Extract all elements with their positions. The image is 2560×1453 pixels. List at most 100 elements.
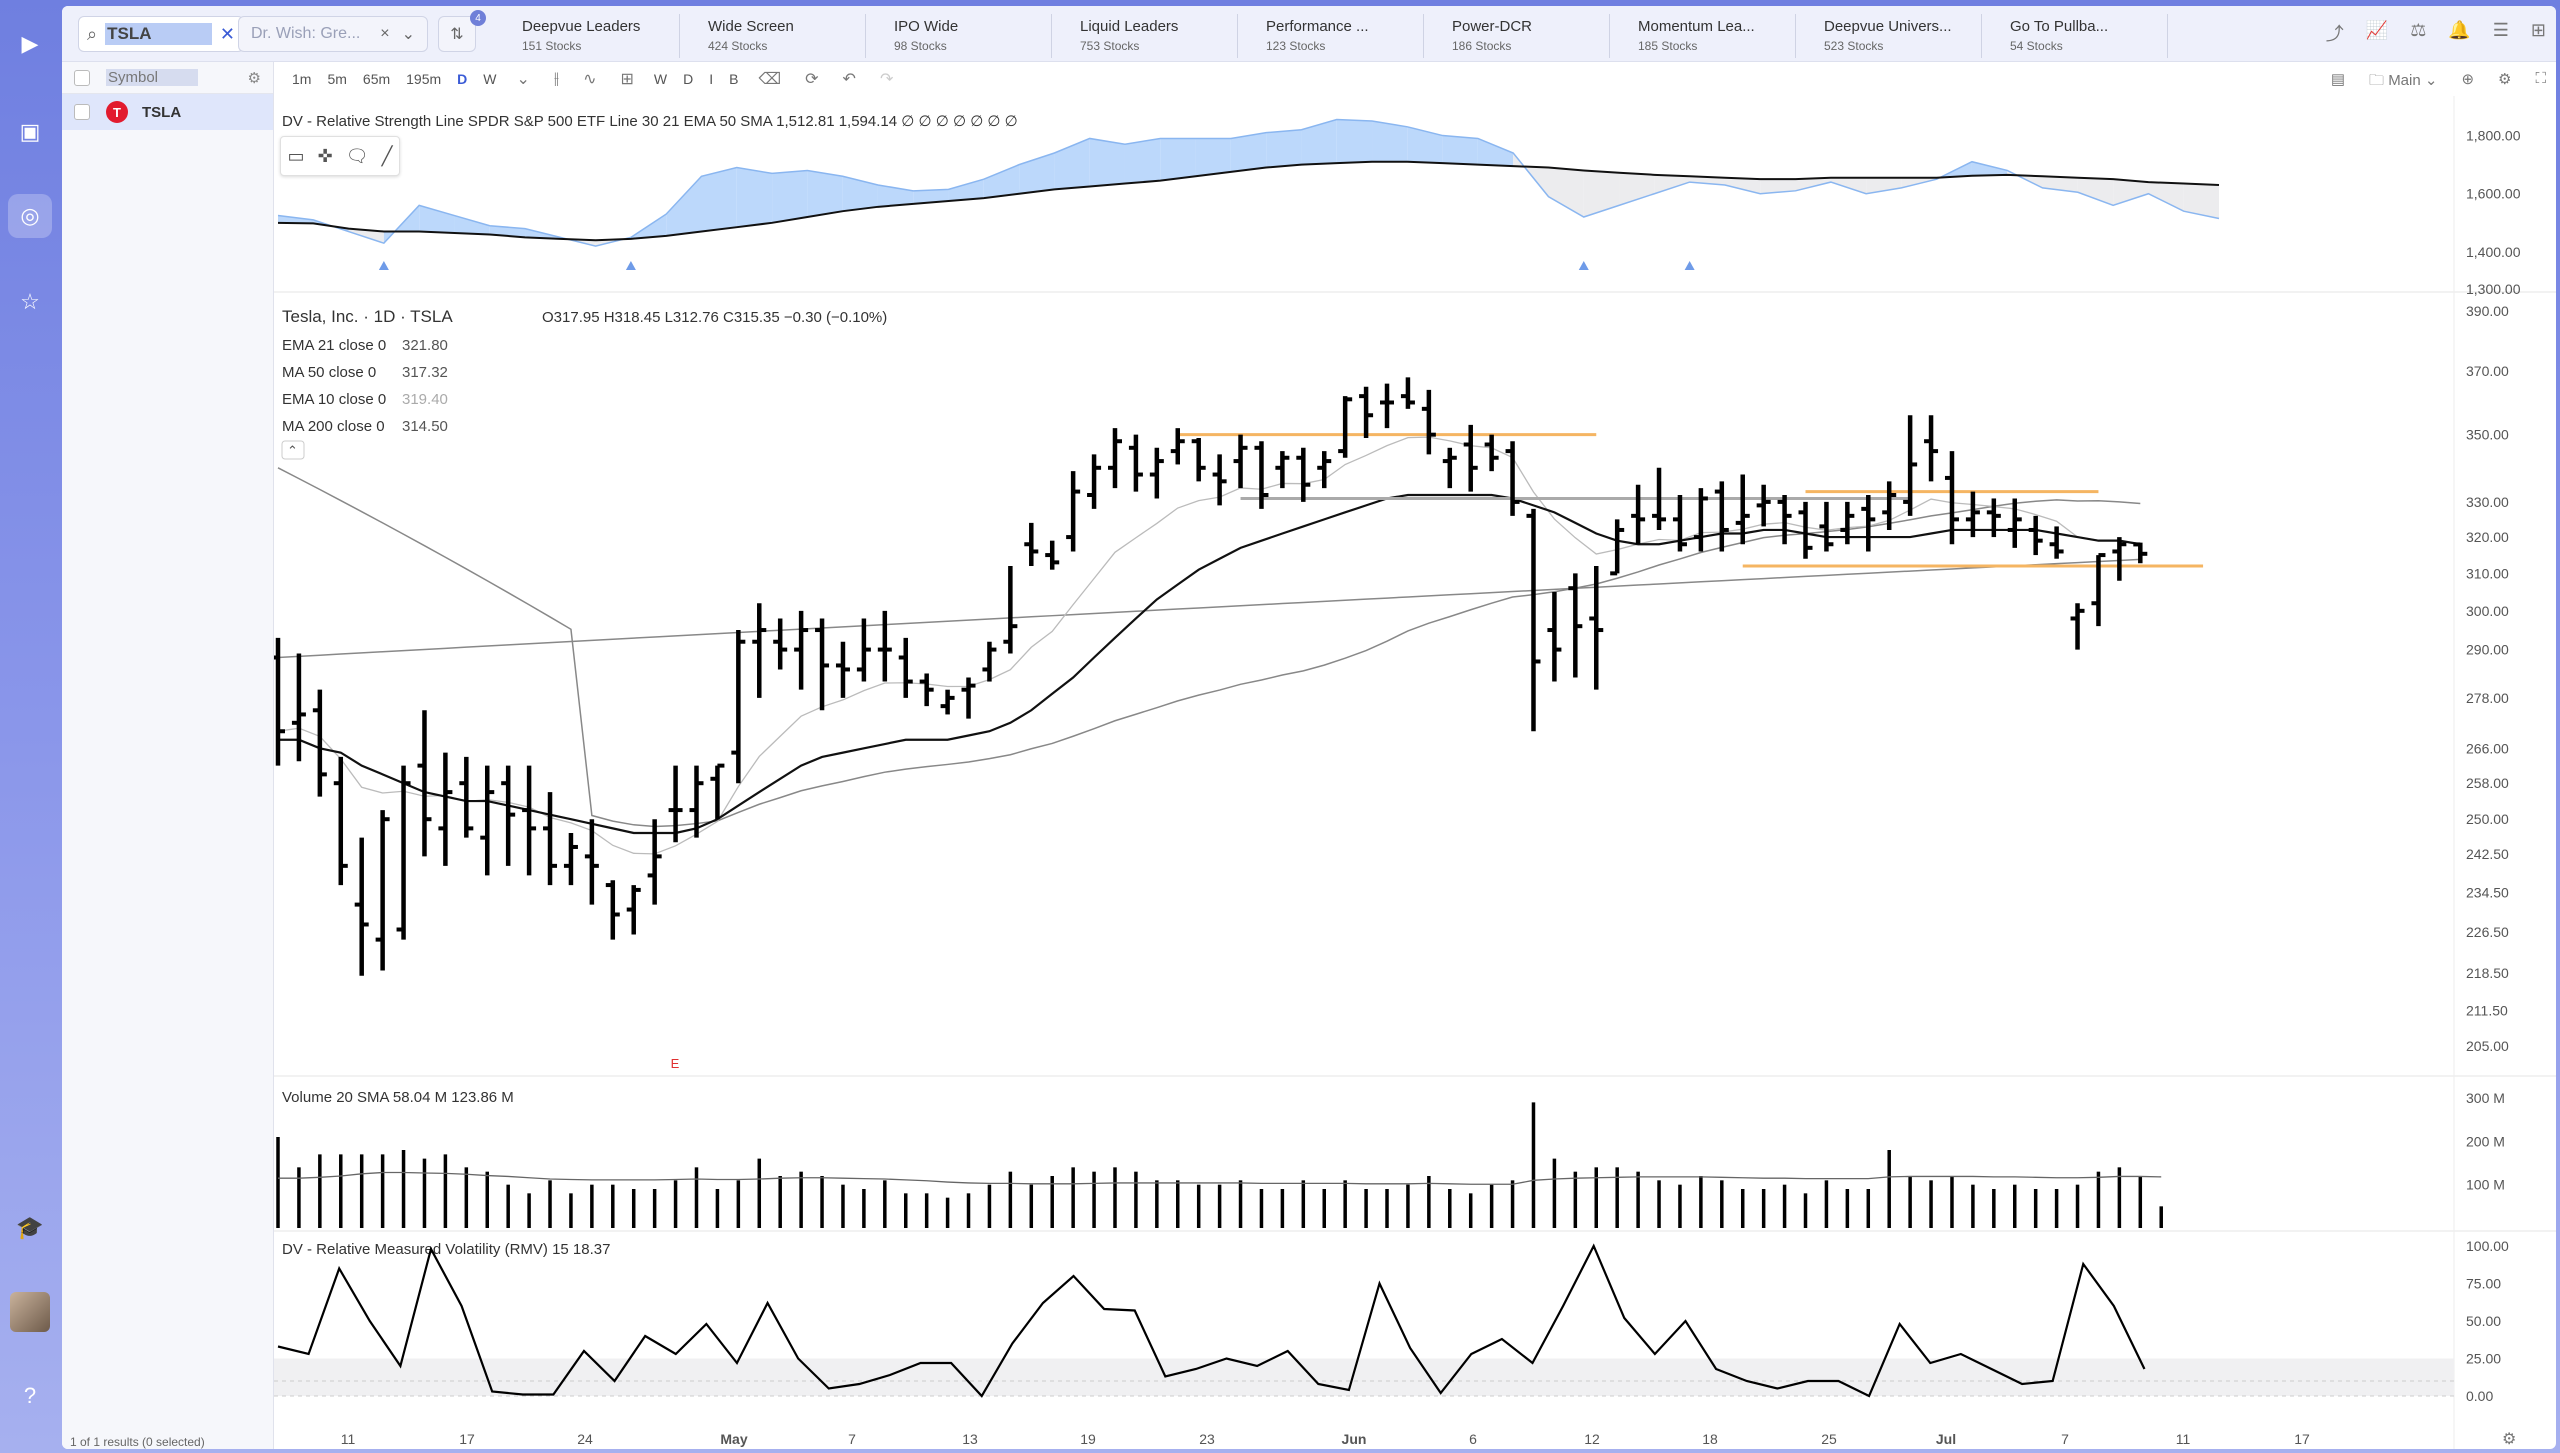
screen-count: 123 Stocks <box>1266 39 1326 53</box>
screen-count: 151 Stocks <box>522 39 582 53</box>
ema21-line <box>278 493 2141 835</box>
settings-gear-icon[interactable]: ⚙ <box>247 69 261 87</box>
rs-line <box>277 118 2220 247</box>
list-icon[interactable]: ☰ <box>2492 20 2509 40</box>
tab-screen[interactable]: Momentum Lea... 185 Stocks <box>1610 14 1796 58</box>
watchlist-select[interactable]: Dr. Wish: Gre... × ⌄ <box>238 16 428 52</box>
tab-screen[interactable]: Wide Screen 424 Stocks <box>680 14 866 58</box>
redo-icon[interactable]: ↷ <box>879 71 894 88</box>
indicator-icon[interactable]: ∿ <box>583 71 597 88</box>
search-input[interactable]: TSLA <box>105 23 212 45</box>
screen-name: Wide Screen <box>708 18 794 35</box>
chart-target-icon[interactable]: ◎ <box>8 194 52 238</box>
chevron-down-icon[interactable]: ⌄ <box>516 71 530 88</box>
screen-count: 98 Stocks <box>894 39 947 53</box>
x-tick-label: 6 <box>1469 1431 1477 1447</box>
chart-svg[interactable]: DV - Relative Strength Line SPDR S&P 500… <box>226 96 2556 1449</box>
period-button[interactable]: B <box>729 71 739 87</box>
timeframe-button[interactable]: 1m <box>292 71 312 87</box>
line-chart-icon[interactable]: 📈 <box>2365 20 2389 40</box>
sliders-icon: ⇅ <box>450 26 464 43</box>
rs-fill <box>1548 167 1584 217</box>
folder-icon[interactable]: 🗀 Main ⌄ <box>2369 72 2438 89</box>
comment-icon[interactable]: 🗨 <box>345 145 369 166</box>
layout-icon[interactable]: ▤ <box>2330 71 2346 88</box>
rs-tick-label: 1,600.00 <box>2466 186 2521 202</box>
timeframe-button[interactable]: 5m <box>327 71 347 87</box>
price-tick-label: 211.50 <box>2466 1002 2508 1018</box>
timeframe-button[interactable]: W <box>483 71 497 87</box>
eraser-icon[interactable]: ⌫ <box>758 71 782 88</box>
indicator-value: 319.40 <box>402 391 448 408</box>
avatar[interactable] <box>10 1292 50 1332</box>
tab-screen[interactable]: Deepvue Univers... 523 Stocks <box>1796 14 1982 58</box>
share-icon[interactable]: ⤴ <box>2325 24 2344 44</box>
layout-grid-icon[interactable]: ⊞ <box>620 71 634 88</box>
period-button[interactable]: I <box>709 71 714 87</box>
price-tick-label: 242.50 <box>2466 846 2509 862</box>
tab-screen[interactable]: Performance ... 123 Stocks <box>1238 14 1424 58</box>
rmv-tick-label: 100.00 <box>2466 1238 2509 1254</box>
rmv-tick-label: 50.00 <box>2466 1313 2501 1329</box>
help-icon[interactable]: ? <box>23 1383 37 1408</box>
symbol-search[interactable]: ⌕ TSLA ✕ <box>78 16 244 52</box>
rectangle-icon[interactable]: ▭ <box>287 145 305 166</box>
trend-line-icon[interactable]: ╱ <box>381 145 393 166</box>
drawing-tools: ▭ ✜ 🗨 ╱ <box>280 136 400 176</box>
timeframe-button[interactable]: 195m <box>406 71 442 87</box>
fib-icon[interactable]: ✜ <box>317 145 333 166</box>
chevron-down-icon[interactable]: ⌄ <box>401 26 415 43</box>
rs-fill <box>1795 177 1831 191</box>
screen-name: Go To Pullba... <box>2010 18 2109 35</box>
tab-screen[interactable]: Deepvue Leaders 151 Stocks <box>494 14 680 58</box>
star-icon[interactable]: ☆ <box>20 289 40 314</box>
logo-play-icon[interactable]: ▶ <box>21 31 39 56</box>
rs-fill <box>1724 177 1761 194</box>
tab-screen[interactable]: IPO Wide 98 Stocks <box>866 14 1052 58</box>
scale-icon[interactable]: ⚖ <box>2410 20 2427 40</box>
results-footer: 1 of 1 results (0 selected) <box>70 1435 205 1449</box>
gear-icon[interactable]: ⚙ <box>2498 71 2512 88</box>
rs-fill <box>2148 182 2184 212</box>
period-button[interactable]: D <box>683 71 694 87</box>
row-checkbox[interactable] <box>74 104 90 120</box>
bar-type-icon[interactable]: ⫲ <box>553 70 560 87</box>
fullscreen-icon[interactable]: ⛶ <box>2535 70 2546 87</box>
crosshair-icon[interactable]: ⊕ <box>2461 71 2475 88</box>
chart-area[interactable]: DV - Relative Strength Line SPDR S&P 500… <box>226 96 2556 1449</box>
chevron-up-icon: ⌃ <box>287 443 298 458</box>
refresh-icon[interactable]: ⟳ <box>805 71 819 88</box>
top-icons: ⤴ 📈 ⚖ 🔔 ☰ ⊞ <box>2326 20 2546 46</box>
tab-screen[interactable]: Liquid Leaders 753 Stocks <box>1052 14 1238 58</box>
period-button[interactable]: W <box>653 71 668 87</box>
grid-icon[interactable]: ⊞ <box>2530 20 2546 40</box>
filter-button[interactable]: ⇅ <box>438 16 476 52</box>
x-tick-label: 18 <box>1702 1431 1718 1447</box>
timeframe-button[interactable]: D <box>457 71 468 87</box>
price-title: Tesla, Inc. · 1D · TSLA <box>282 307 453 326</box>
rs-fill <box>701 167 737 232</box>
x-tick-label: May <box>720 1431 747 1447</box>
clear-search-icon[interactable]: ✕ <box>219 23 235 44</box>
graduation-cap-icon[interactable]: 🎓 <box>16 1215 44 1240</box>
bell-icon[interactable]: 🔔 <box>2448 20 2471 40</box>
timeframe-button[interactable]: 65m <box>362 71 391 87</box>
tab-screen[interactable]: Go To Pullba... 54 Stocks <box>1982 14 2168 58</box>
earnings-marker: E <box>671 1056 680 1071</box>
dashboard-icon[interactable]: ▣ <box>19 119 41 144</box>
undo-icon[interactable]: ↶ <box>842 71 856 88</box>
list-item[interactable]: T TSLA <box>62 94 273 130</box>
close-icon[interactable]: × <box>380 25 390 42</box>
chart-toolbar-right: ▤ 🗀 Main ⌄ ⊕ ⚙ ⛶ <box>2331 70 2546 95</box>
tsla-logo-icon: T <box>106 101 128 123</box>
x-tick-label: 11 <box>341 1431 356 1447</box>
price-tick-label: 310.00 <box>2466 565 2509 581</box>
volume-tick-label: 200 M <box>2466 1133 2505 1149</box>
tab-screen[interactable]: Power-DCR 186 Stocks <box>1424 14 1610 58</box>
price-tick-label: 234.50 <box>2466 884 2509 900</box>
watchlist-value: Dr. Wish: Gre... <box>251 25 361 42</box>
price-tick-label: 350.00 <box>2466 427 2509 443</box>
x-tick-label: 23 <box>1199 1431 1215 1447</box>
select-all-checkbox[interactable] <box>74 69 90 86</box>
